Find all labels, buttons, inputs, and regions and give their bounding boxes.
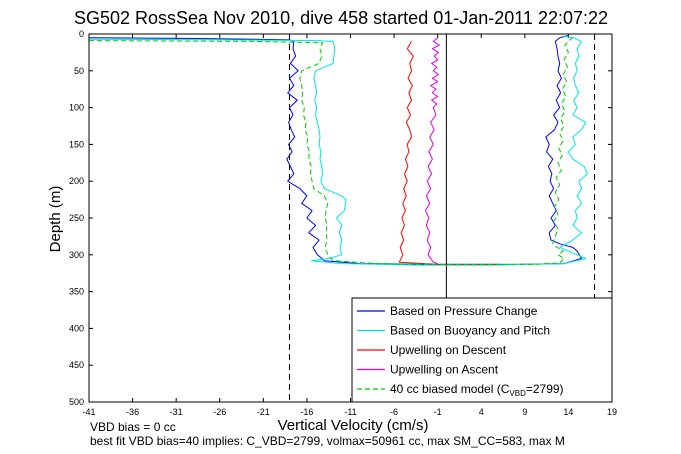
series-line-0: [89, 35, 582, 265]
x-tick-label: -36: [126, 407, 139, 417]
x-tick-label: 14: [563, 407, 573, 417]
x-tick-label: -31: [170, 407, 183, 417]
y-tick-label: 400: [69, 323, 84, 333]
y-tick-label: 450: [69, 360, 84, 370]
y-axis-ticks: 0 50 100 150 200 250 300 350 400 450 500: [69, 29, 612, 407]
legend-entry: Based on Pressure Change: [390, 304, 538, 318]
legend-entry: Upwelling on Descent: [390, 343, 507, 357]
y-tick-label: 500: [69, 397, 84, 407]
y-tick-label: 50: [74, 66, 84, 76]
x-axis-ticks: -41 -36 -31 -26 -21 -16 -11 -6 -1 4 9 14 19: [82, 34, 617, 417]
x-tick-label: -16: [300, 407, 313, 417]
x-tick-label: 19: [607, 407, 617, 417]
y-tick-label: 250: [69, 213, 84, 223]
x-tick-label: -6: [390, 407, 398, 417]
legend-entry: 40 cc biased model (CVBD=2799): [390, 382, 564, 398]
series-line-2: [398, 41, 499, 265]
plot-lines: [89, 34, 596, 402]
best-fit-note: best fit VBD bias=40 implies: C_VBD=2799…: [90, 434, 565, 448]
x-tick-label: -41: [82, 407, 95, 417]
legend: Based on Pressure Change Based on Buoyanc…: [351, 297, 613, 403]
legend-box: [351, 297, 613, 403]
x-tick-label: -21: [257, 407, 270, 417]
x-axis-label: Vertical Velocity (cm/s): [278, 417, 429, 434]
x-tick-label: -26: [213, 407, 226, 417]
legend-entry: Upwelling on Ascent: [390, 363, 499, 377]
x-tick-label: -11: [344, 407, 356, 417]
series-line-3: [425, 37, 440, 265]
y-tick-label: 200: [69, 176, 84, 186]
y-tick-label: 150: [69, 139, 84, 149]
x-tick-label: -1: [434, 407, 442, 417]
series-line-1: [89, 35, 589, 266]
y-tick-label: 100: [69, 103, 84, 113]
x-tick-label: 9: [522, 407, 527, 417]
chart-title: SG502 RossSea Nov 2010, dive 458 started…: [74, 8, 608, 28]
y-axis-label: Depth (m): [47, 186, 64, 253]
legend-entry: Based on Buoyancy and Pitch: [390, 324, 550, 338]
plot-frame: [88, 33, 613, 403]
y-tick-label: 0: [79, 29, 84, 39]
vbd-bias-note: VBD bias = 0 cc: [90, 420, 176, 434]
x-tick-label: 4: [479, 407, 484, 417]
series-line-4: [89, 36, 574, 265]
y-tick-label: 300: [69, 250, 84, 260]
y-tick-label: 350: [69, 287, 84, 297]
